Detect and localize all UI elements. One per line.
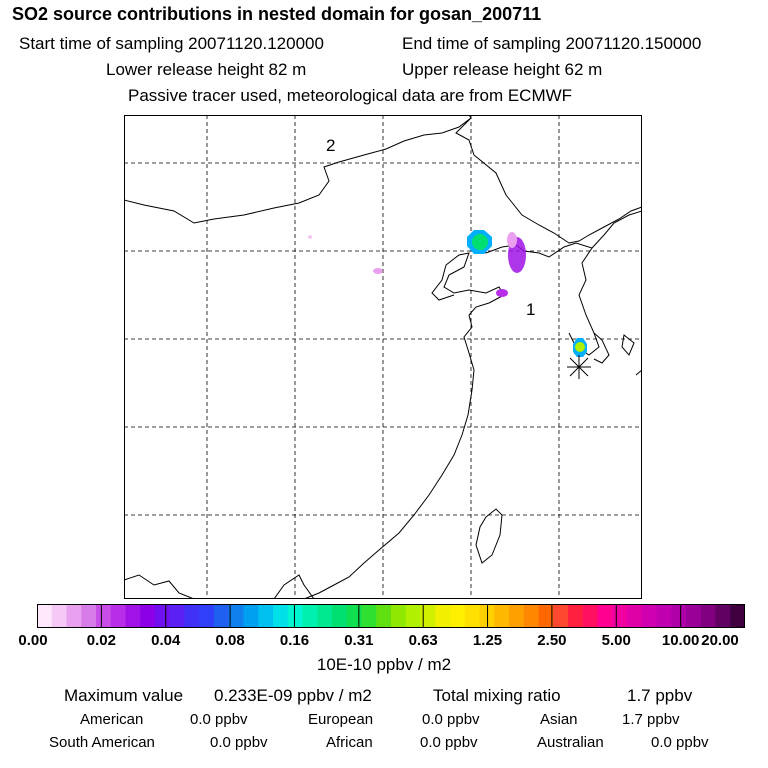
colorbar-tick-label: 0.16 <box>279 632 310 649</box>
colorbar-swatch <box>597 604 613 628</box>
colorbar-tick-label: 0.31 <box>344 632 374 649</box>
colorbar-svg <box>37 604 746 628</box>
colorbar-swatch <box>243 604 259 628</box>
colorbar-swatch <box>184 604 200 628</box>
colorbar-swatch <box>568 604 584 628</box>
colorbar-swatch <box>51 604 67 628</box>
colorbar-swatch <box>656 604 672 628</box>
colorbar-swatch <box>302 604 318 628</box>
colorbar-tick-label: 0.08 <box>215 632 245 649</box>
map-grid <box>124 115 642 599</box>
colorbar-swatch <box>627 604 643 628</box>
map-frame <box>124 115 642 599</box>
colorbar-units: 10E-10 ppbv / m2 <box>316 655 452 674</box>
colorbar-swatch <box>376 604 392 628</box>
colorbar-swatch <box>199 604 215 628</box>
colorbar-tick-label: 2.50 <box>537 632 567 649</box>
colorbar-swatch <box>612 604 628 628</box>
colorbar-swatch <box>582 604 598 628</box>
colorbar-swatch <box>509 604 525 628</box>
source-american-value: 0.0 ppbv <box>190 711 248 728</box>
colorbar-tick-label: 1.25 <box>472 632 503 649</box>
colorbar-swatch <box>464 604 480 628</box>
colorbar-swatch <box>287 604 303 628</box>
colorbar-tick-label: 20.00 <box>701 632 739 649</box>
colorbar-tick-label: 0.04 <box>151 632 181 649</box>
colorbar <box>37 604 746 628</box>
map-title: SO2 source contributions in nested domai… <box>12 4 542 24</box>
source-australian-value: 0.0 ppbv <box>651 734 709 751</box>
source-marker-icon <box>567 355 591 379</box>
map-svg: 2 1 <box>124 115 642 599</box>
colorbar-tick-label: 0.00 <box>18 632 48 649</box>
colorbar-swatch <box>155 604 171 628</box>
region-label-1: 1 <box>526 300 535 319</box>
colorbar-swatch <box>96 604 112 628</box>
colorbar-swatch <box>214 604 230 628</box>
end-time-label: End time of sampling 20071120.150000 <box>402 34 702 53</box>
colorbar-swatch <box>169 604 185 628</box>
colorbar-swatch <box>332 604 348 628</box>
source-european-value: 0.0 ppbv <box>422 711 480 728</box>
colorbar-swatch <box>730 604 746 628</box>
colorbar-swatch <box>37 604 53 628</box>
source-south-american-name: South American <box>49 734 155 751</box>
tracer-note: Passive tracer used, meteorological data… <box>128 86 573 105</box>
colorbar-swatch <box>715 604 731 628</box>
total-mixing-label: Total mixing ratio <box>433 686 561 705</box>
colorbar-tick-label: 0.02 <box>86 632 116 649</box>
start-time-label: Start time of sampling 20071120.120000 <box>19 34 324 53</box>
concentration-plumes <box>308 230 587 357</box>
source-american-name: American <box>80 711 144 728</box>
colorbar-tick-label: 5.00 <box>601 632 631 649</box>
colorbar-tick-label: 10.00 <box>661 632 700 649</box>
map-panel: 2 1 <box>124 115 642 599</box>
source-asian-value: 1.7 ppbv <box>622 711 680 728</box>
colorbar-swatch <box>125 604 141 628</box>
colorbar-swatch <box>686 604 702 628</box>
lower-height-label: Lower release height 82 m <box>106 60 307 79</box>
source-australian-name: Australian <box>537 734 604 751</box>
colorbar-swatch <box>228 604 244 628</box>
source-african-value: 0.0 ppbv <box>420 734 478 751</box>
colorbar-swatch <box>346 604 362 628</box>
colorbar-swatch <box>641 604 657 628</box>
colorbar-swatch <box>317 604 333 628</box>
colorbar-swatch <box>391 604 407 628</box>
colorbar-swatch <box>81 604 97 628</box>
colorbar-swatch <box>405 604 421 628</box>
source-european-name: European <box>308 711 374 728</box>
colorbar-swatch <box>140 604 156 628</box>
colorbar-swatch <box>553 604 569 628</box>
colorbar-tick-label: 0.63 <box>408 632 438 649</box>
region-label-2: 2 <box>326 136 335 155</box>
max-value-label: Maximum value <box>64 686 184 705</box>
colorbar-swatch <box>110 604 126 628</box>
colorbar-swatch <box>361 604 377 628</box>
source-south-american-value: 0.0 ppbv <box>210 734 268 751</box>
total-mixing-value: 1.7 ppbv <box>627 686 693 705</box>
colorbar-swatch <box>258 604 274 628</box>
colorbar-swatch <box>494 604 510 628</box>
max-value: 0.233E-09 ppbv / m2 <box>214 686 372 705</box>
colorbar-swatch <box>671 604 687 628</box>
colorbar-swatch <box>420 604 436 628</box>
colorbar-swatch <box>538 604 554 628</box>
colorbar-swatch <box>66 604 82 628</box>
colorbar-swatch <box>273 604 289 628</box>
source-african-name: African <box>326 734 373 751</box>
colorbar-frame <box>37 604 745 628</box>
colorbar-swatch <box>700 604 716 628</box>
colorbar-swatch <box>523 604 539 628</box>
colorbar-swatch <box>435 604 451 628</box>
colorbar-swatch <box>450 604 466 628</box>
upper-height-label: Upper release height 62 m <box>402 60 603 79</box>
source-asian-name: Asian <box>540 711 578 728</box>
